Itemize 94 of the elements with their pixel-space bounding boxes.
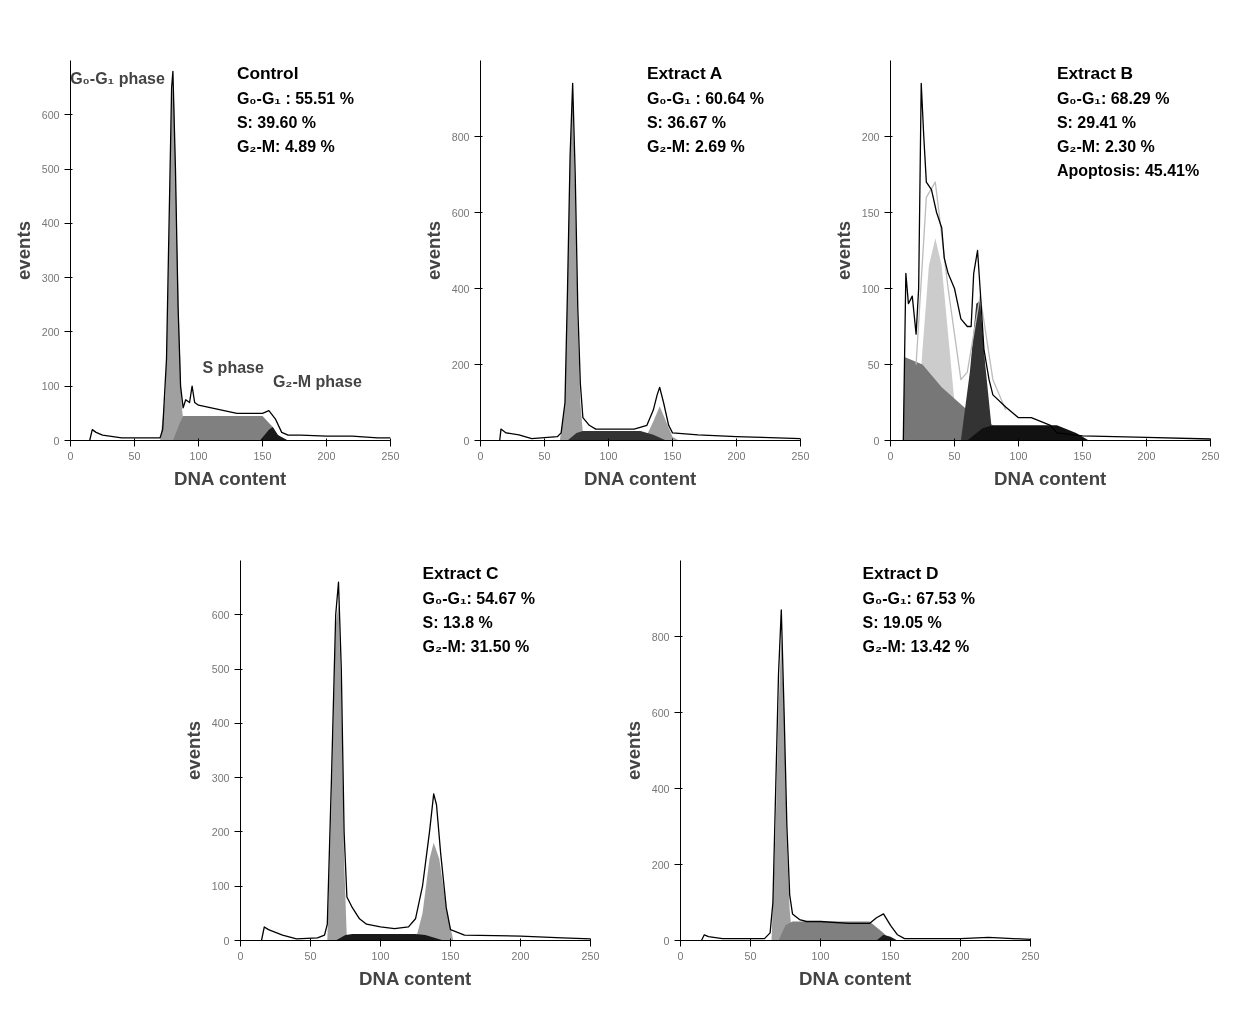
annotation: S: 36.67 %	[646, 113, 727, 131]
y-tick-label: 100	[861, 282, 880, 295]
y-axis-title: events	[182, 720, 204, 781]
y-tick-label: 100	[211, 880, 230, 893]
y-tick-label: 0	[873, 434, 880, 447]
x-tick-label: 50	[538, 449, 551, 462]
y-tick-label: 600	[451, 206, 470, 219]
y-tick-label: 400	[651, 782, 670, 795]
annotation: G₀-G₁ phase	[70, 70, 165, 88]
x-tick-label: 150	[441, 949, 460, 962]
x-tick-label: 150	[1073, 449, 1092, 462]
y-tick-label: 400	[41, 217, 60, 230]
y-tick-label: 0	[223, 934, 230, 947]
annotation: G₂-M: 2.30 %	[1056, 137, 1155, 155]
y-tick-label: 50	[867, 358, 880, 371]
annotation: S phase	[202, 359, 264, 377]
x-tick-label: 200	[1137, 449, 1156, 462]
x-tick-label: 0	[237, 949, 244, 962]
chart-title: Extract B	[1056, 62, 1133, 83]
y-tick-label: 0	[663, 934, 670, 947]
x-tick-label: 200	[511, 949, 530, 962]
x-axis-title: DNA content	[799, 967, 912, 989]
y-tick-label: 200	[41, 325, 60, 338]
x-tick-label: 50	[128, 449, 141, 462]
x-tick-label: 0	[67, 449, 74, 462]
annotation: G₂-M phase	[272, 372, 362, 390]
x-tick-label: 0	[477, 449, 484, 462]
x-axis-title: DNA content	[584, 467, 697, 489]
y-tick-label: 200	[861, 130, 880, 143]
x-tick-label: 200	[317, 449, 336, 462]
x-tick-label: 100	[371, 949, 390, 962]
annotation: S: 13.8 %	[422, 613, 493, 631]
annotation: G₂-M: 4.89 %	[236, 137, 335, 155]
y-tick-label: 200	[451, 358, 470, 371]
x-tick-label: 200	[727, 449, 746, 462]
y-tick-label: 100	[41, 380, 60, 393]
y-tick-label: 400	[451, 282, 470, 295]
annotation: G₀-G₁ : 60.64 %	[646, 89, 764, 107]
y-tick-label: 0	[463, 434, 470, 447]
chart-title: Extract A	[646, 62, 723, 83]
x-tick-label: 150	[253, 449, 272, 462]
y-tick-label: 500	[211, 663, 230, 676]
x-tick-label: 150	[663, 449, 682, 462]
line-series	[915, 181, 1007, 411]
annotation: G₂-M: 13.42 %	[862, 637, 970, 655]
annotation: G₂-M: 31.50 %	[422, 637, 530, 655]
y-axis-title: events	[832, 220, 854, 281]
x-tick-label: 100	[599, 449, 618, 462]
chart-title: Control	[236, 62, 299, 83]
annotation: G₂-M: 2.69 %	[646, 137, 745, 155]
y-axis-title: events	[622, 720, 644, 781]
x-tick-label: 0	[887, 449, 894, 462]
y-axis-title: events	[422, 220, 444, 281]
y-tick-label: 500	[41, 163, 60, 176]
x-tick-label: 150	[881, 949, 900, 962]
annotation: G₀-G₁: 54.67 %	[422, 589, 536, 607]
x-tick-label: 50	[948, 449, 961, 462]
y-tick-label: 200	[651, 858, 670, 871]
x-axis-title: DNA content	[174, 467, 287, 489]
y-tick-label: 300	[211, 771, 230, 784]
y-axis-title: events	[12, 220, 34, 281]
y-tick-label: 600	[651, 706, 670, 719]
x-tick-label: 250	[381, 449, 400, 462]
annotation: Apoptosis: 45.41%	[1056, 161, 1200, 179]
y-tick-label: 600	[41, 108, 60, 121]
x-tick-label: 250	[581, 949, 600, 962]
x-tick-label: 50	[744, 949, 757, 962]
chart-title: Extract D	[862, 562, 939, 583]
annotation: S: 29.41 %	[1056, 113, 1137, 131]
y-tick-label: 300	[41, 271, 60, 284]
x-tick-label: 250	[1201, 449, 1220, 462]
annotation: S: 39.60 %	[236, 113, 317, 131]
y-tick-label: 800	[651, 630, 670, 643]
annotation: G₀-G₁: 68.29 %	[1056, 89, 1170, 107]
x-tick-label: 0	[677, 949, 684, 962]
x-tick-label: 50	[304, 949, 317, 962]
chart-title: Extract C	[422, 562, 500, 583]
x-tick-label: 100	[189, 449, 208, 462]
x-tick-label: 200	[951, 949, 970, 962]
x-tick-label: 100	[1009, 449, 1028, 462]
y-tick-label: 150	[861, 206, 880, 219]
y-tick-label: 200	[211, 825, 230, 838]
y-tick-label: 0	[53, 434, 60, 447]
annotation: S: 19.05 %	[862, 613, 942, 631]
x-tick-label: 100	[811, 949, 830, 962]
x-axis-title: DNA content	[359, 967, 472, 989]
annotation: G₀-G₁: 67.53 %	[862, 589, 976, 607]
x-axis-title: DNA content	[994, 467, 1107, 489]
y-tick-label: 800	[451, 130, 470, 143]
x-tick-label: 250	[791, 449, 810, 462]
annotation: G₀-G₁ : 55.51 %	[236, 89, 354, 107]
y-tick-label: 600	[211, 608, 230, 621]
x-tick-label: 250	[1021, 949, 1040, 962]
y-tick-label: 400	[211, 717, 230, 730]
